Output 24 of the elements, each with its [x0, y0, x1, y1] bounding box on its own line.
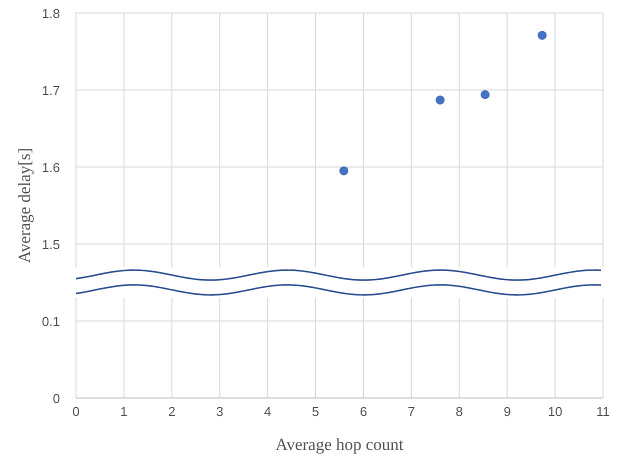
x-tick-label: 9: [504, 404, 511, 419]
point: [339, 166, 348, 176]
y-tick-label: 0.1: [42, 314, 60, 329]
y-tick-label: 1.6: [42, 160, 60, 175]
x-tick-label: 0: [72, 404, 80, 419]
y-tick-label: 1.7: [42, 83, 60, 98]
x-tick-label: 2: [168, 404, 176, 419]
y-tick-label: 1.8: [42, 6, 60, 21]
x-tick-label: 7: [408, 404, 415, 419]
x-tick-label: 3: [216, 404, 224, 419]
x-tick-label: 5: [312, 404, 320, 419]
x-tick-label: 4: [264, 404, 272, 419]
point: [436, 96, 445, 105]
y-axis-title: Average delay[s]: [15, 148, 34, 264]
x-tick-label: 1: [120, 404, 128, 419]
x-tick-label: 10: [548, 404, 562, 419]
x-tick-label: 8: [456, 404, 463, 419]
x-tick-label: 11: [596, 404, 610, 419]
y-tick-label: 0: [52, 391, 60, 406]
y-tick-label: 1.5: [42, 237, 60, 252]
x-axis-title: Average hop count: [275, 435, 404, 454]
point: [538, 30, 547, 40]
x-tick-label: 6: [360, 404, 368, 419]
point: [480, 90, 490, 100]
